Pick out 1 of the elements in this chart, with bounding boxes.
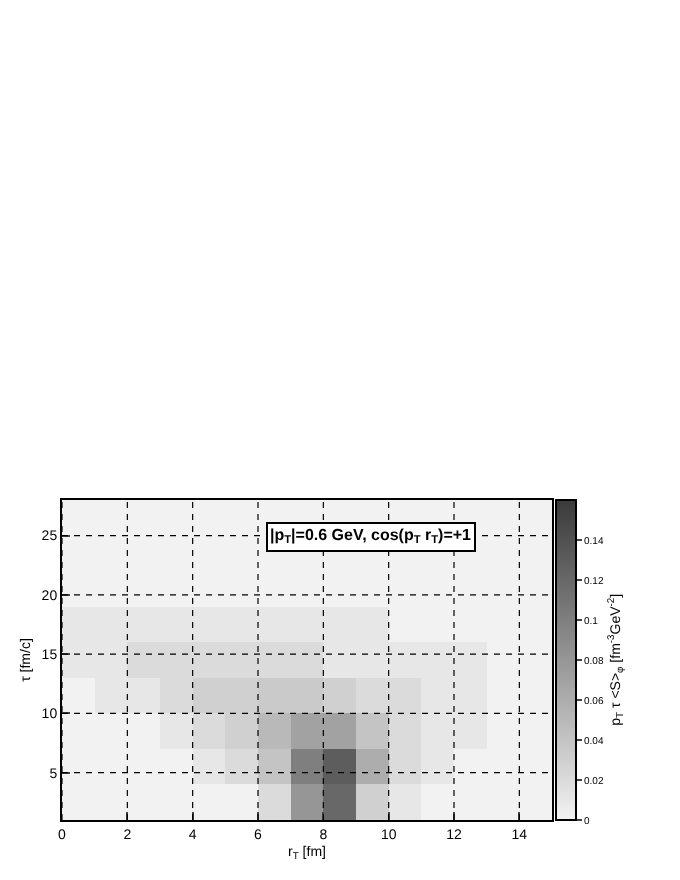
annotation: |p$_{T}$|=0.6 GeV, cos(p$_{T}$ r$_{T}$)=+1: [270, 526, 473, 548]
